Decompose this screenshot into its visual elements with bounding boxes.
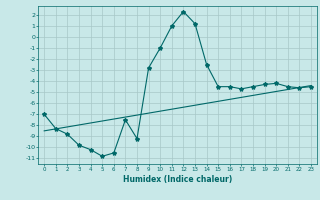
X-axis label: Humidex (Indice chaleur): Humidex (Indice chaleur) [123, 175, 232, 184]
